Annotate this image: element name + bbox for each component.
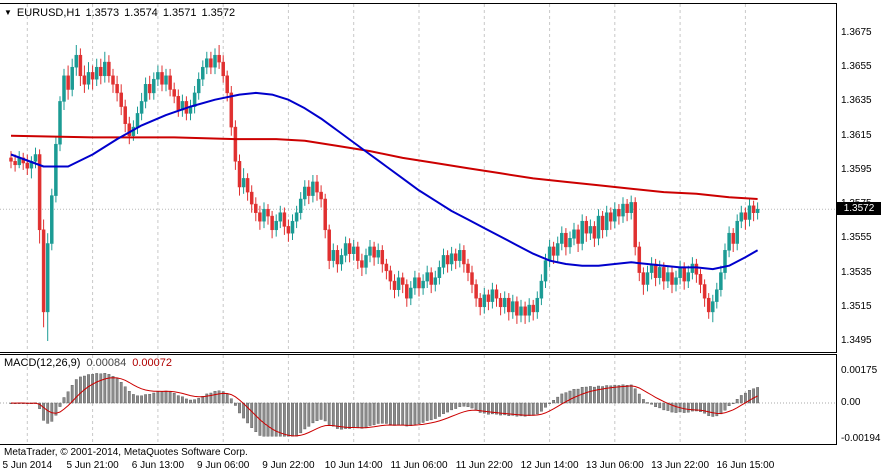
macd-indicator-panel[interactable]: MACD(12,26,9) 0.00084 0.00072 — [0, 354, 837, 445]
time-axis[interactable]: MetaTrader, © 2001-2014, MetaQuotes Soft… — [0, 445, 882, 472]
candlestick-chart-canvas[interactable] — [0, 4, 836, 352]
price-axis[interactable]: 1.36751.36551.36351.36151.35951.35751.35… — [837, 3, 882, 445]
macd-tick-label: -0.00194 — [841, 432, 881, 444]
ohlc-low: 1.3571 — [162, 7, 197, 19]
ohlc-close: 1.3572 — [201, 7, 236, 19]
price-tick-label: 1.3655 — [841, 61, 872, 73]
macd-tick-label: 0.00 — [841, 397, 861, 408]
time-tick-label: 13 Jun 22:00 — [651, 460, 710, 471]
price-tick-label: 1.3615 — [841, 129, 872, 141]
macd-tick-label: 0.00175 — [841, 364, 878, 376]
macd-header: MACD(12,26,9) 0.00084 0.00072 — [4, 357, 172, 369]
macd-chart-canvas[interactable] — [0, 355, 836, 443]
time-tick-label: 13 Jun 06:00 — [585, 460, 644, 471]
time-tick-label: 9 Jun 06:00 — [197, 460, 250, 471]
macd-signal-value: 0.00072 — [132, 357, 172, 369]
ohlc-high: 1.3574 — [124, 7, 158, 19]
macd-signal-line — [10, 377, 758, 437]
price-chart-panel[interactable]: ▼ EURUSD,H1 1.3573 1.3574 1.3571 1.3572 — [0, 3, 837, 353]
time-tick-label: 16 Jun 15:00 — [716, 460, 775, 471]
time-tick-label: 11 Jun 22:00 — [455, 460, 513, 471]
price-tick-label: 1.3635 — [841, 95, 872, 107]
price-tick-label: 1.3515 — [841, 300, 872, 312]
price-tick-label: 1.3535 — [841, 266, 872, 278]
chart-ohlc-header: ▼ EURUSD,H1 1.3573 1.3574 1.3571 1.3572 — [4, 7, 235, 19]
macd-histogram — [9, 373, 760, 437]
slow-ma-line — [10, 134, 758, 200]
price-tick-label: 1.3675 — [841, 27, 872, 38]
time-tick-label: 5 Jun 2014 — [2, 460, 53, 471]
time-tick-label: 6 Jun 13:00 — [131, 460, 185, 471]
current-price-tag: 1.3572 — [837, 202, 881, 216]
time-tick-label: 9 Jun 22:00 — [262, 460, 315, 471]
fast-ma-line — [10, 91, 759, 271]
price-tick-label: 1.3555 — [841, 232, 872, 244]
ohlc-open: 1.3573 — [85, 7, 120, 19]
macd-label: MACD(12,26,9) — [4, 357, 81, 369]
time-tick-label: 10 Jun 14:00 — [324, 460, 383, 471]
one-click-trading-arrow-icon[interactable]: ▼ — [4, 8, 12, 17]
time-tick-label: 12 Jun 14:00 — [520, 460, 579, 471]
symbol-period-label: EURUSD,H1 — [16, 7, 81, 19]
copyright-text: MetaTrader, © 2001-2014, MetaQuotes Soft… — [4, 447, 248, 458]
price-tick-label: 1.3495 — [841, 335, 872, 346]
price-tick-label: 1.3595 — [841, 163, 872, 175]
time-tick-label: 5 Jun 21:00 — [66, 460, 119, 471]
candles — [9, 45, 760, 341]
macd-main-value: 0.00084 — [86, 357, 127, 369]
time-tick-label: 11 Jun 06:00 — [390, 460, 448, 471]
vertical-gridlines — [26, 4, 746, 352]
